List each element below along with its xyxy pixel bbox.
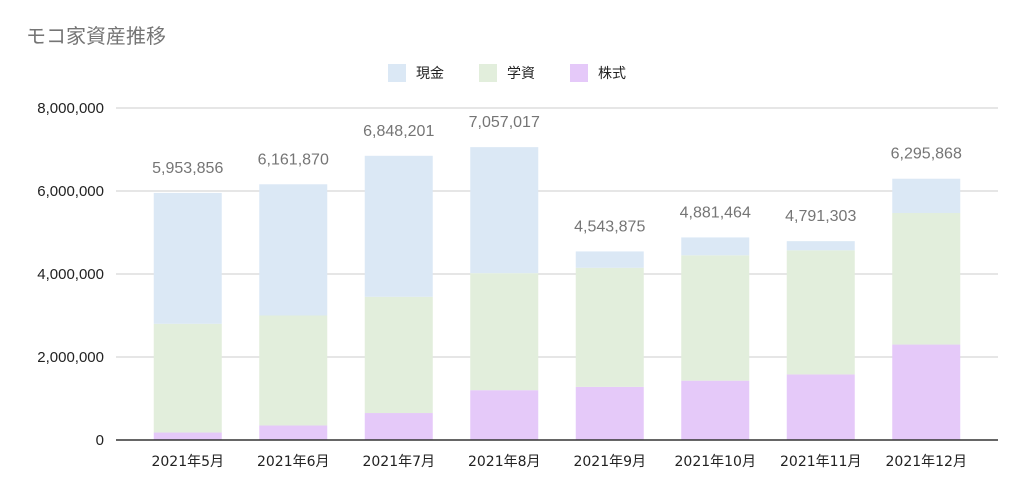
bar-segment-1 [786,374,855,440]
bar-segment-2 [470,273,539,391]
total-value-label: 6,295,868 [891,146,962,163]
bar-segment-2 [259,315,328,426]
axes: 0 2,000,000 4,000,000 6,000,000 8,000,000 202… [37,100,998,470]
chart-title: モコ家資産推移 [26,24,166,48]
bar-segment-1 [575,386,644,440]
bar-segment-1 [892,344,961,440]
x-category-label: 2021年5月 [151,454,224,470]
x-category-label: 2021年11月 [780,454,861,470]
bar-segment-2 [153,323,222,433]
legend-label: 株式 [598,66,626,82]
y-tick-label: 2,000,000 [37,349,104,366]
gridlines [116,107,998,358]
bar-segment-3 [681,237,750,256]
bar-segment-3 [470,147,539,274]
total-value-label: 6,161,870 [258,151,329,168]
bar-segment-1 [470,390,539,440]
bar-segment-2 [681,255,750,381]
y-tick-label: 8,000,000 [37,100,104,117]
bar-segment-2 [575,267,644,387]
total-value-label: 7,057,017 [469,114,540,131]
total-value-label: 4,791,303 [785,208,856,225]
bar-segment-2 [786,250,855,375]
total-value-label: 5,953,856 [152,160,223,177]
bar-segment-2 [364,296,433,414]
x-category-label: 2021年8月 [468,454,541,470]
legend-swatch [388,64,406,82]
bar-segment-2 [892,212,961,345]
legend-swatch [479,64,497,82]
bar-segment-1 [681,380,750,440]
bar-segment-3 [364,155,433,297]
bar-segment-1 [364,413,433,440]
x-category-label: 2021年6月 [257,454,330,470]
y-tick-label: 6,000,000 [37,183,104,200]
bar-segment-3 [892,178,961,213]
legend-swatch [570,64,588,82]
bars [153,147,961,440]
bar-segment-3 [575,251,644,268]
total-value-label: 4,543,875 [574,218,645,235]
x-category-label: 2021年12月 [886,454,967,470]
y-tick-label: 0 [96,432,104,449]
x-category-label: 2021年10月 [675,454,756,470]
bar-segment-1 [259,425,328,440]
legend-label: 現金 [416,66,444,82]
x-category-label: 2021年7月 [362,454,435,470]
total-value-label: 6,848,201 [363,123,434,140]
x-category-label: 2021年9月 [573,454,646,470]
total-labels: 5,953,856 6,161,870 6,848,201 7,057,017 4,54… [152,114,962,235]
bar-segment-3 [153,192,222,324]
legend: 現金 学資 株式 [388,64,626,82]
bar-segment-3 [786,241,855,251]
bar-segment-1 [153,432,222,440]
legend-label: 学資 [507,66,535,82]
y-tick-label: 4,000,000 [37,266,104,283]
total-value-label: 4,881,464 [680,204,751,221]
bar-segment-3 [259,184,328,316]
